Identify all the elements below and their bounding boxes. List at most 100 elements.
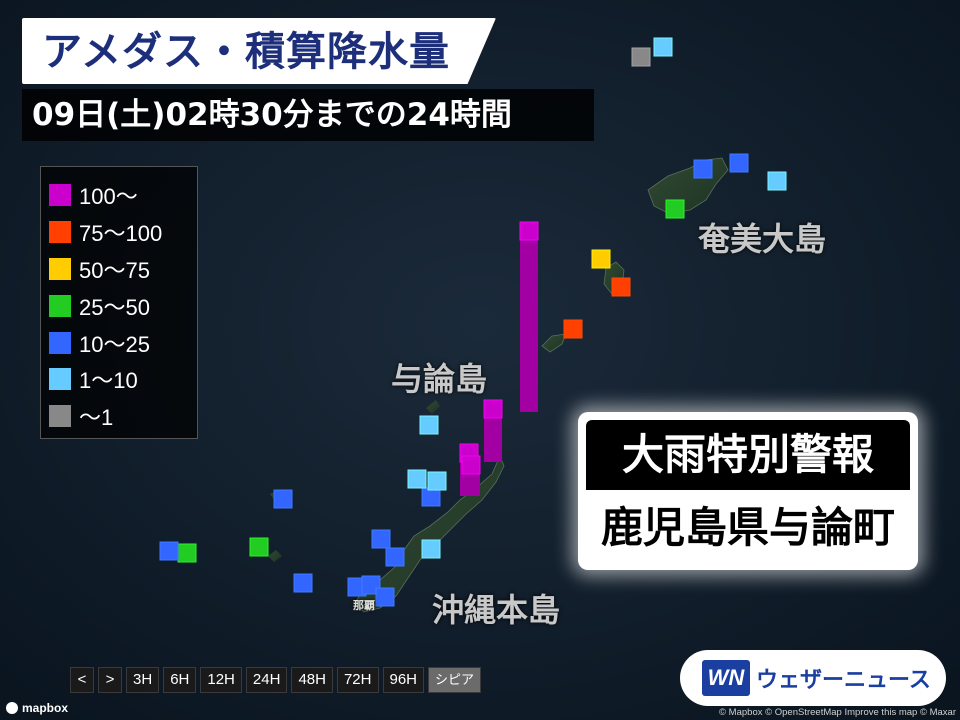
legend-label: 50～75 [79, 257, 150, 283]
prev-button[interactable]: < [70, 667, 94, 693]
legend-swatch [49, 294, 71, 317]
rainfall-marker-top [611, 277, 631, 297]
rainfall-marker-top [653, 37, 673, 57]
okinawa-island [353, 454, 505, 613]
rainfall-marker-top [729, 153, 749, 173]
legend-item: 75～100 [49, 214, 197, 251]
legend-item: 25～50 [49, 287, 197, 324]
next-button[interactable]: > [98, 667, 122, 693]
rainfall-marker[interactable] [653, 37, 673, 57]
legend-item: 10～25 [49, 324, 197, 361]
legend-swatch [49, 221, 71, 244]
page-title: アメダス・積算降水量 [42, 29, 450, 75]
mapbox-logo[interactable]: mapbox [6, 700, 68, 716]
rainfall-marker[interactable] [293, 573, 313, 593]
rainfall-marker-top [665, 199, 685, 219]
period-3h-button[interactable]: 3H [126, 667, 160, 693]
rainfall-marker-top [375, 587, 395, 607]
label-yoron: 与論島 [391, 360, 488, 398]
rainfall-marker-top [631, 47, 651, 67]
rainfall-marker[interactable] [371, 529, 391, 549]
rainfall-marker[interactable] [665, 199, 685, 219]
rainfall-bar [520, 222, 538, 412]
rainfall-marker-top [159, 541, 179, 561]
rainfall-marker-top [419, 415, 439, 435]
period-6h-button[interactable]: 6H [163, 667, 197, 693]
legend-label: 100～ [79, 184, 138, 210]
rainfall-marker-top [693, 159, 713, 179]
time-selector: < > 3H 6H 12H 24H 48H 72H 96H シピア [70, 667, 482, 693]
weathernews-badge: WN ウェザーニュース [680, 650, 946, 706]
legend-swatch [49, 257, 71, 280]
rainfall-markers [159, 37, 787, 607]
brand-name: ウェザーニュース [756, 668, 931, 693]
rainfall-marker-top [385, 547, 405, 567]
rainfall-marker-top [371, 529, 391, 549]
rainfall-marker-top [591, 249, 611, 269]
rainfall-marker[interactable] [519, 221, 539, 412]
legend-swatch [49, 405, 71, 428]
rainfall-marker-top [519, 221, 539, 241]
warning-headline: 大雨特別警報 [586, 420, 910, 490]
rainfall-marker[interactable] [611, 277, 631, 297]
legend-swatch [49, 368, 71, 391]
kume-island [268, 550, 282, 562]
rainfall-marker[interactable] [421, 487, 441, 507]
period-72h-button[interactable]: 72H [336, 667, 379, 693]
legend-label: 10～25 [79, 331, 150, 357]
rainfall-marker-top [483, 399, 503, 419]
legend-label: 25～50 [79, 294, 150, 320]
rainfall-marker[interactable] [177, 543, 197, 563]
legend-label: ～1 [79, 405, 114, 431]
rainfall-marker[interactable] [419, 415, 439, 435]
rainfall-marker[interactable] [407, 469, 427, 489]
iheya-island [426, 400, 440, 414]
rainfall-marker-top [563, 319, 583, 339]
rainfall-marker[interactable] [591, 249, 611, 269]
rainfall-marker[interactable] [483, 399, 503, 462]
weathernews-logo: WN [702, 660, 750, 696]
rainfall-marker[interactable] [631, 47, 651, 67]
map-credits[interactable]: © Mapbox © OpenStreetMap Improve this ma… [719, 707, 956, 718]
severe-mode-button[interactable]: シピア [428, 667, 482, 693]
legend-label: 1～10 [79, 368, 138, 394]
legend-item: 1～10 [49, 361, 197, 398]
period-48h-button[interactable]: 48H [291, 667, 333, 693]
rainfall-marker-top [461, 455, 481, 475]
legend-label: 75～100 [79, 221, 163, 247]
period-96h-button[interactable]: 96H [382, 667, 425, 693]
rainfall-marker-top [273, 489, 293, 509]
period-24h-button[interactable]: 24H [245, 667, 288, 693]
rainfall-marker[interactable] [563, 319, 583, 339]
label-amami: 奄美大島 [698, 220, 827, 258]
mapbox-icon [6, 702, 18, 714]
rainfall-marker[interactable] [461, 455, 481, 496]
period-12h-button[interactable]: 12H [200, 667, 242, 693]
label-okinawa: 沖縄本島 [432, 591, 561, 629]
warning-area: 鹿児島県与論町 [600, 503, 895, 552]
special-warning-box: 大雨特別警報 鹿児島県与論町 [578, 412, 918, 570]
rainfall-marker-top [249, 537, 269, 557]
rainfall-marker[interactable] [375, 587, 395, 607]
page-subtitle: 09日(土)02時30分までの24時間 [32, 97, 512, 133]
rainfall-marker[interactable] [159, 541, 179, 561]
rainfall-marker[interactable] [249, 537, 269, 557]
title-banner [22, 18, 496, 84]
rainfall-marker-top [427, 471, 447, 491]
rainfall-marker-top [421, 539, 441, 559]
rainfall-marker[interactable] [767, 171, 787, 191]
okinoerabu-island [541, 333, 567, 353]
legend-item: 100～ [49, 177, 197, 214]
label-naha: 那覇 [353, 599, 375, 612]
rainfall-marker[interactable] [421, 539, 441, 559]
rainfall-marker-top [177, 543, 197, 563]
legend-swatch [49, 331, 71, 354]
rainfall-marker[interactable] [427, 471, 447, 491]
rainfall-marker[interactable] [273, 489, 293, 509]
rainfall-marker[interactable] [385, 547, 405, 567]
rainfall-marker-top [767, 171, 787, 191]
rainfall-marker[interactable] [693, 159, 713, 179]
rainfall-marker-top [407, 469, 427, 489]
rainfall-legend: 100～ 75～100 50～75 25～50 10～25 1～10 ～1 [40, 166, 198, 439]
rainfall-marker[interactable] [729, 153, 749, 173]
